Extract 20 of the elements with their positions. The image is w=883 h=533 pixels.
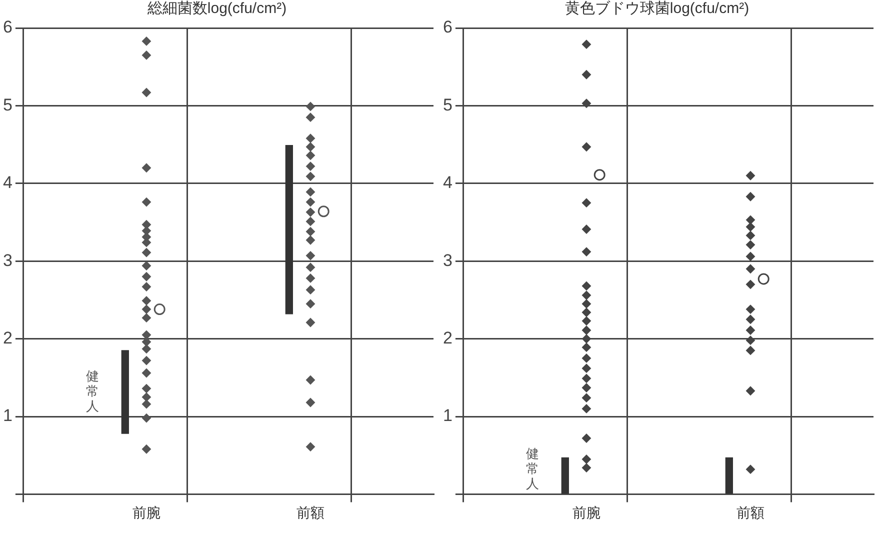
y-tick-label: 2 [442,328,452,348]
x-tick-label: 前額 [296,504,324,520]
y-tick-label: 3 [2,250,12,270]
y-tick-label: 6 [2,18,12,37]
x-tick-label: 前腕 [572,504,600,520]
annotation: 健常人 [526,446,539,491]
y-tick-label: 4 [442,173,452,192]
y-tick-label: 1 [442,406,452,426]
x-tick-label: 前額 [736,504,764,520]
chart-title: 黄色ブドウ球菌log(cfu/cm²) [564,0,750,18]
y-tick-label: 5 [442,95,452,114]
y-tick-label: 4 [2,173,12,192]
y-tick-label: 1 [2,406,12,426]
x-tick-label: 前腕 [132,504,160,520]
annotation: 健常人 [86,368,99,414]
y-tick-label: 6 [442,18,452,37]
y-tick-label: 2 [2,328,12,348]
y-tick-label: 5 [2,95,12,114]
y-tick-label: 3 [442,250,452,270]
chart-title: 総細菌数log(cfu/cm²) [146,0,287,18]
